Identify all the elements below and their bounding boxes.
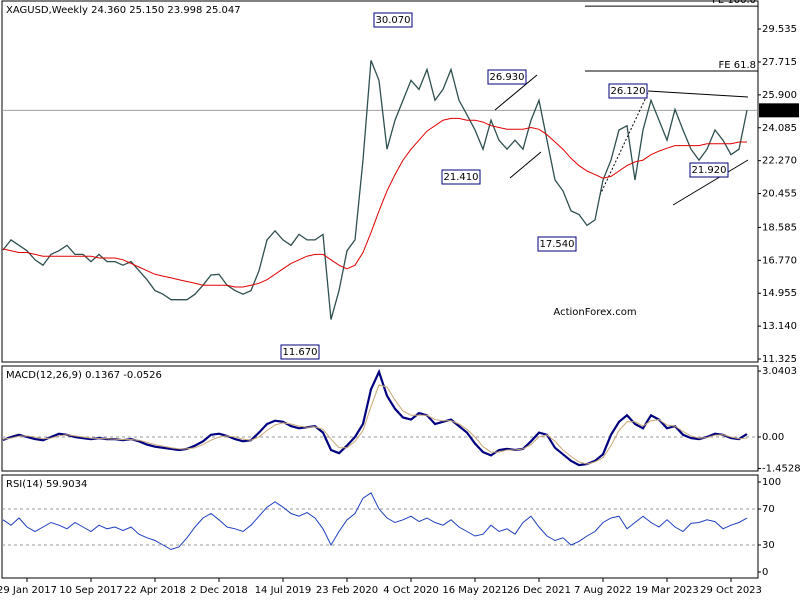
panel-frame xyxy=(1,365,759,472)
y-tick-label: 14.955 xyxy=(762,288,797,299)
x-tick-label: 19 Mar 2023 xyxy=(635,585,698,596)
price-callout-label: 21.920 xyxy=(692,165,727,176)
price-callout-label: 21.410 xyxy=(444,172,479,183)
y-tick-label: 20.455 xyxy=(762,189,797,200)
series-line xyxy=(2,117,747,288)
y-tick-label: 27.715 xyxy=(762,57,797,68)
price-callout xyxy=(608,83,648,99)
y-tick-label: 18.585 xyxy=(762,222,797,233)
x-tick-label: 10 Sep 2017 xyxy=(59,585,122,596)
panel-title: XAGUSD,Weekly 24.360 25.150 23.998 25.04… xyxy=(6,5,241,16)
y-tick-label: 100 xyxy=(762,477,781,488)
x-tick-label: 29 Oct 2023 xyxy=(700,585,762,596)
x-tick-label: 16 May 2021 xyxy=(442,585,507,596)
y-tick-label: 0.00 xyxy=(762,432,784,443)
fib-level-label: FE 100.0 xyxy=(712,0,756,6)
x-tick-label: 7 Aug 2022 xyxy=(574,585,632,596)
price-callout-label: 11.670 xyxy=(283,347,318,358)
watermark: ActionForex.com xyxy=(553,307,636,318)
y-tick-label: 11.325 xyxy=(762,354,797,365)
x-tick-label: 22 Apr 2018 xyxy=(124,585,186,596)
x-tick-label: 14 Jul 2019 xyxy=(255,585,312,596)
y-tick-label: 70 xyxy=(762,504,775,515)
y-tick-label: 13.140 xyxy=(762,321,797,332)
last-price-box xyxy=(759,103,799,118)
y-tick-label: 22.270 xyxy=(762,156,797,167)
y-tick-label: 25.900 xyxy=(762,90,797,101)
y-tick-label: 3.0403 xyxy=(762,366,797,377)
series-line xyxy=(2,492,748,551)
y-tick-label: 16.770 xyxy=(762,255,797,266)
price-callout-label: 17.540 xyxy=(540,239,575,250)
trend-line xyxy=(647,90,749,98)
x-tick-label: 4 Oct 2020 xyxy=(383,585,438,596)
trend-line xyxy=(494,74,538,111)
panel-frame xyxy=(1,0,759,363)
panel-frame xyxy=(1,474,759,579)
price-callout-label: 30.070 xyxy=(376,15,411,26)
series-line xyxy=(2,384,748,465)
trend-line xyxy=(672,159,749,206)
trend-line xyxy=(509,151,542,179)
y-tick-label: -1.4528 xyxy=(762,463,800,474)
trend-line xyxy=(599,92,649,196)
x-tick-label: 23 Feb 2020 xyxy=(316,585,378,596)
price-callout xyxy=(280,344,320,360)
y-tick-label: 24.085 xyxy=(762,123,797,134)
price-callout xyxy=(537,236,577,252)
y-tick-label: 0 xyxy=(762,567,768,578)
x-tick-label: 2 Dec 2018 xyxy=(190,585,248,596)
y-tick-label: 29.535 xyxy=(762,24,797,35)
price-callout xyxy=(487,69,527,85)
last-price-label: 25.047 xyxy=(762,105,797,116)
price-callout-label: 26.120 xyxy=(611,86,646,97)
fib-level-label: FE 61.8 xyxy=(718,60,756,71)
price-callout xyxy=(689,162,729,178)
price-callout-label: 26.930 xyxy=(490,72,525,83)
x-tick-label: 29 Jan 2017 xyxy=(0,585,57,596)
y-tick-label: 30 xyxy=(762,540,775,551)
panel-title: RSI(14) 59.9034 xyxy=(6,479,87,490)
panel-title: MACD(12,26,9) 0.1367 -0.0526 xyxy=(6,370,162,381)
price-callout xyxy=(441,169,481,185)
x-tick-label: 26 Dec 2021 xyxy=(507,585,571,596)
price-callout xyxy=(373,12,413,28)
series-line xyxy=(2,60,748,320)
